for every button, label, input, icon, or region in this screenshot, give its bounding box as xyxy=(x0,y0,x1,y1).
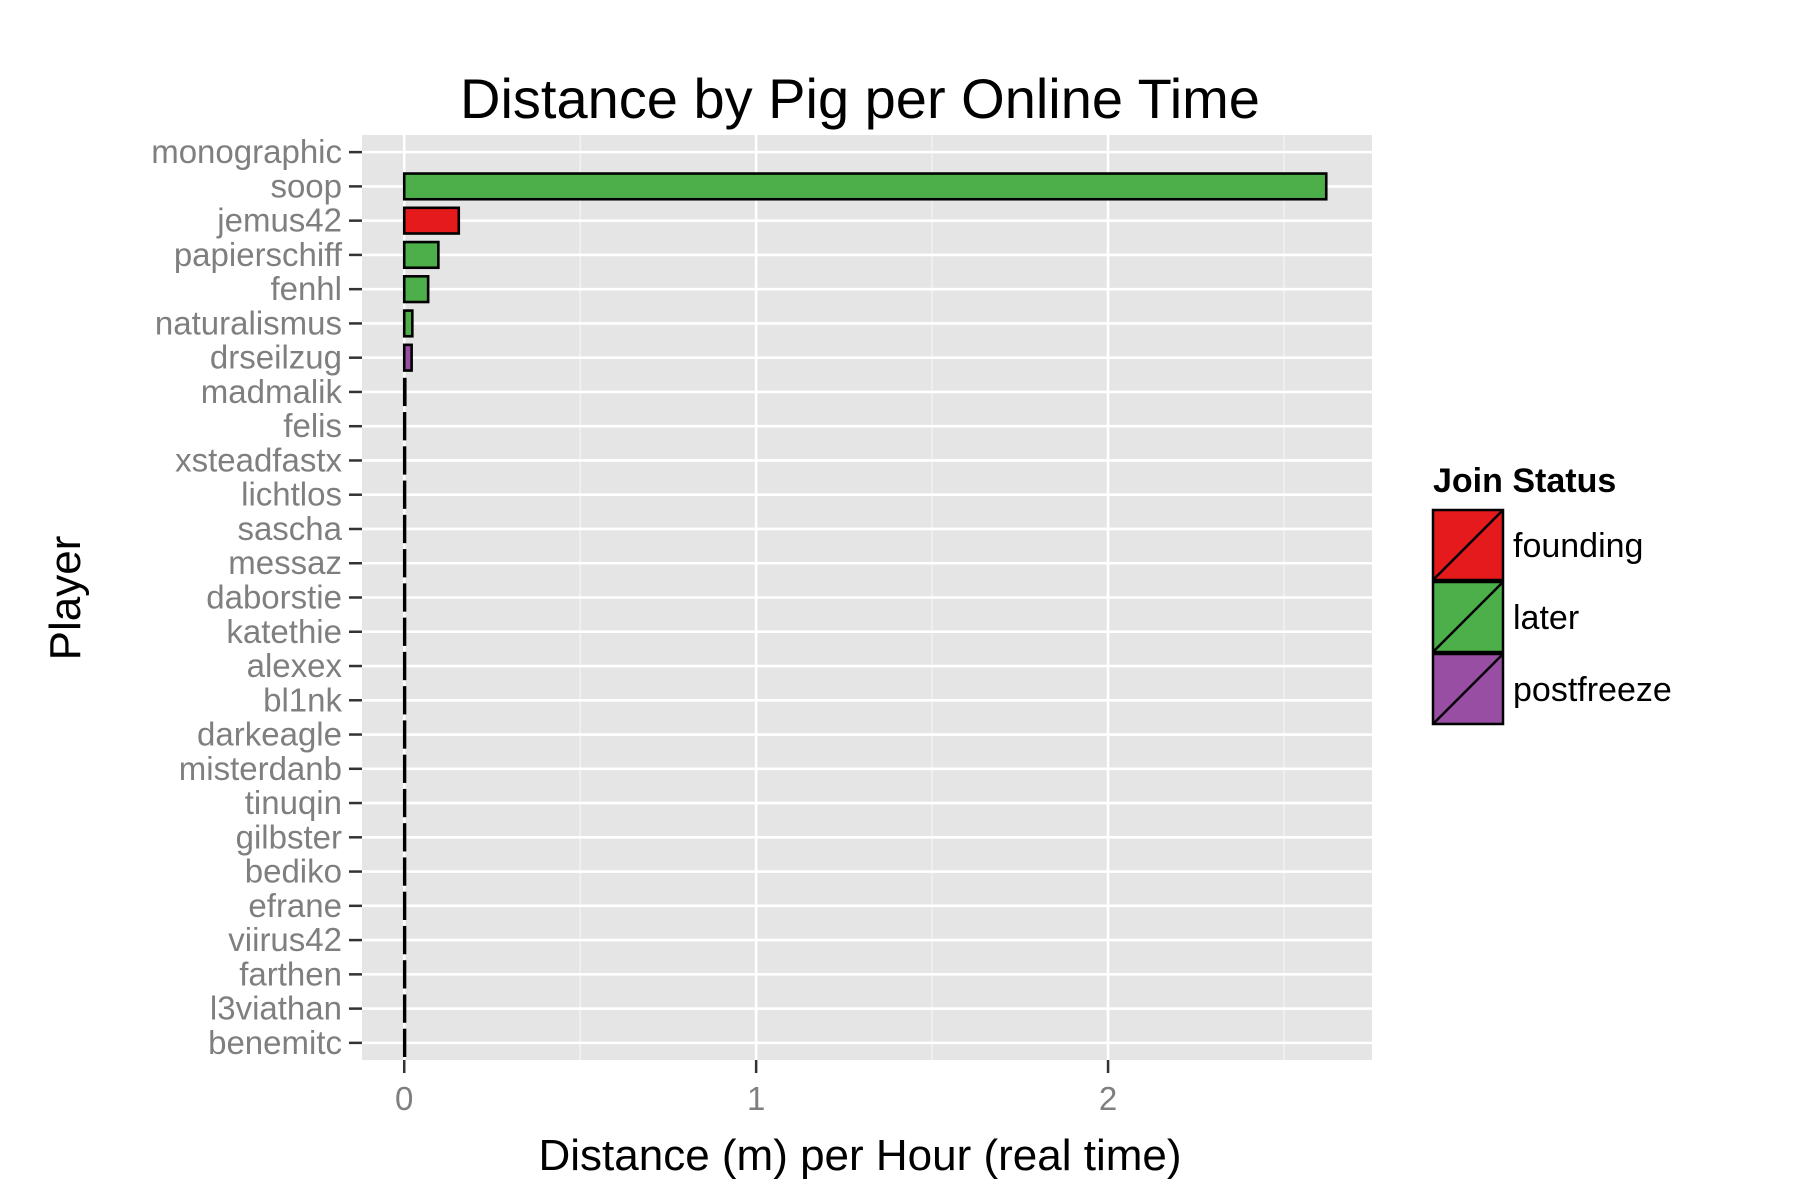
bar-naturalismus xyxy=(402,309,414,338)
y-tick-label: efrane xyxy=(248,887,342,924)
y-tick-label: sascha xyxy=(237,510,342,547)
bar-papierschiff xyxy=(402,240,440,270)
bar-madmalik xyxy=(402,377,407,407)
legend-label-later: later xyxy=(1513,599,1579,637)
bar-darkeagle xyxy=(402,720,407,749)
bar-misterdanb xyxy=(402,754,407,783)
y-tick-label: felis xyxy=(283,407,342,444)
bar-messaz xyxy=(402,549,407,578)
grid-lines xyxy=(362,135,1372,1060)
x-axis: 0 1 2 xyxy=(395,1060,1117,1117)
y-tick-label: gilbster xyxy=(236,818,342,855)
legend-title: Join Status xyxy=(1433,462,1616,500)
y-tick-label: alexex xyxy=(247,647,343,684)
bar-jemus42 xyxy=(402,206,461,235)
bars xyxy=(402,172,1328,1058)
y-tick-label: lichtlos xyxy=(241,476,342,513)
bar-fenhl xyxy=(402,275,430,304)
y-tick-label: messaz xyxy=(228,544,342,581)
legend-key-slash xyxy=(1432,581,1504,653)
legend-key-slash xyxy=(1432,509,1504,581)
bar-lichtlos xyxy=(402,480,407,509)
y-tick-label: farthen xyxy=(239,955,342,992)
y-tick-label: xsteadfastx xyxy=(175,441,342,478)
x-tick-label: 1 xyxy=(747,1080,765,1117)
bar-katethie xyxy=(402,617,407,646)
y-tick-label: fenhl xyxy=(270,270,342,307)
bar-soop xyxy=(402,172,1328,201)
bar-daborstie xyxy=(402,583,407,612)
y-axis: monographicsoopjemus42papierschifffenhln… xyxy=(151,133,362,1061)
bar-farthen xyxy=(402,960,407,989)
bar-viirus42 xyxy=(402,925,407,955)
x-tick-label: 2 xyxy=(1099,1080,1117,1117)
y-tick-label: misterdanb xyxy=(179,750,342,787)
y-tick-label: katethie xyxy=(226,613,342,650)
y-tick-label: tinuqin xyxy=(245,784,342,821)
y-tick-label: viirus42 xyxy=(228,921,342,958)
y-tick-label: bediko xyxy=(245,853,342,890)
bar-alexex xyxy=(402,651,407,681)
y-tick-label: madmalik xyxy=(201,373,343,410)
y-tick-label: darkeagle xyxy=(197,716,342,753)
y-tick-label: soop xyxy=(270,167,342,204)
y-tick-label: benemitc xyxy=(208,1024,342,1061)
legend-key-slash xyxy=(1432,653,1504,725)
bar-gilbster xyxy=(402,823,407,852)
legend-label-postfreeze: postfreeze xyxy=(1513,671,1672,709)
bar-tinuqin xyxy=(402,788,407,818)
legend-label-founding: founding xyxy=(1513,527,1643,565)
bar-l3viathan xyxy=(402,994,407,1023)
y-tick-label: daborstie xyxy=(206,579,342,616)
bar-bediko xyxy=(402,857,407,886)
bar-xsteadfastx xyxy=(402,446,407,475)
bar-efrane xyxy=(402,891,407,920)
y-tick-label: jemus42 xyxy=(216,202,342,239)
bar-drseilzug xyxy=(402,343,413,372)
x-tick-label: 0 xyxy=(395,1080,413,1117)
y-tick-label: naturalismus xyxy=(155,304,342,341)
bar-felis xyxy=(402,412,407,441)
bar-sascha xyxy=(402,514,407,544)
y-tick-label: papierschiff xyxy=(174,236,343,273)
y-tick-label: drseilzug xyxy=(210,339,342,376)
legend-keys: founding later postfreeze xyxy=(1431,508,1672,726)
chart-title: Distance by Pig per Online Time xyxy=(460,67,1260,130)
bar-benemitc xyxy=(402,1028,407,1058)
y-tick-label: l3viathan xyxy=(210,990,342,1027)
y-tick-label: bl1nk xyxy=(263,681,342,718)
y-tick-label: monographic xyxy=(151,133,342,170)
x-axis-title: Distance (m) per Hour (real time) xyxy=(538,1131,1181,1180)
legend: Join Status founding later postfreeze xyxy=(1431,462,1672,726)
y-axis-title: Player xyxy=(41,536,90,661)
bar-bl1nk xyxy=(402,686,407,715)
